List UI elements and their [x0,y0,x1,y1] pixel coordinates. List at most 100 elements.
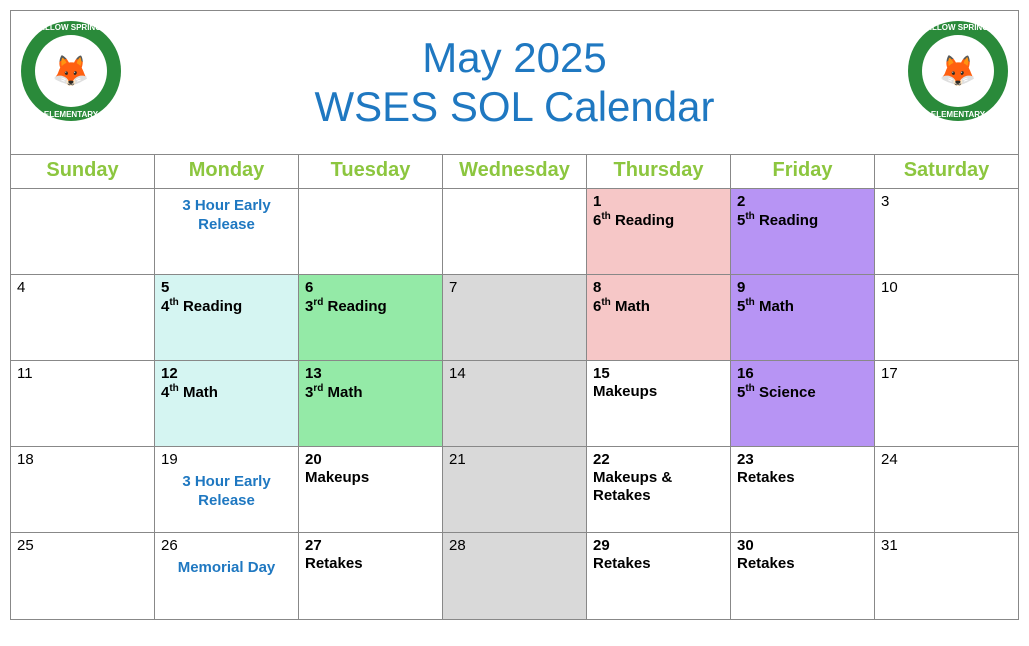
day-number: 6 [305,279,313,296]
day-number: 13 [305,365,322,382]
logo-bottom-text: ELEMENTARY [21,110,121,119]
calendar-cell: 124th Math [155,361,299,447]
calendar-cell: 15Makeups [587,361,731,447]
calendar-cell: 193 Hour Early Release [155,447,299,533]
cell-label: 3rd Math [305,384,363,401]
calendar-cell: 10 [875,275,1018,361]
calendar-cell: 20Makeups [299,447,443,533]
calendar-cell: 24 [875,447,1018,533]
calendar-cell: 31 [875,533,1018,619]
day-header: Saturday [875,155,1018,189]
calendar-cell: 23Retakes [731,447,875,533]
logo-top-text: WILLOW SPRINGS [21,23,121,32]
calendar-cell: 13 3rd Math [299,361,443,447]
cell-label: 5th Reading [737,212,818,229]
logo-ring-text: WILLOW SPRINGS ELEMENTARY [21,21,121,121]
cell-label: Retakes [305,555,363,572]
day-number: 27 [305,537,322,554]
day-header: Sunday [11,155,155,189]
calendar-cell: 4 [11,275,155,361]
day-header: Monday [155,155,299,189]
calendar-cell: 27Retakes [299,533,443,619]
day-number: 5 [161,279,169,296]
calendar-cell: 29Retakes [587,533,731,619]
calendar-cell [443,189,587,275]
day-number: 21 [449,451,580,469]
header-row: WILLOW SPRINGS ELEMENTARY 🦊 May 2025 WSE… [11,11,1018,155]
day-number: 9 [737,279,745,296]
day-number: 15 [593,365,610,382]
calendar-cell: 9 5th Math [731,275,875,361]
day-number: 7 [449,279,580,297]
day-number: 14 [449,365,580,383]
day-number: 2 [737,193,745,210]
calendar-cell: 26Memorial Day [155,533,299,619]
day-number: 25 [17,537,148,555]
logo-ring: WILLOW SPRINGS ELEMENTARY 🦊 [908,21,1008,121]
day-header: Wednesday [443,155,587,189]
cell-label: 5th Math [737,298,794,315]
calendar-cell: 14 [443,361,587,447]
cell-label: 4th Math [161,384,218,401]
calendar-cell: 28 [443,533,587,619]
cell-label: Makeups [593,383,657,400]
logo-ring: WILLOW SPRINGS ELEMENTARY 🦊 [21,21,121,121]
school-logo-right: WILLOW SPRINGS ELEMENTARY 🦊 [908,21,1008,121]
day-number: 30 [737,537,754,554]
cell-label: Makeups [305,469,369,486]
calendar-cell: 3 Hour Early Release [155,189,299,275]
cell-label: 6th Reading [593,212,674,229]
cell-label: 5th Science [737,384,816,401]
day-number: 22 [593,451,610,468]
calendar-cell: 7 [443,275,587,361]
cell-label: Retakes [593,555,651,572]
day-header: Friday [731,155,875,189]
cell-blue-label: 3 Hour Early Release [161,469,292,511]
calendar-week: 18193 Hour Early Release20Makeups2122Mak… [11,447,1018,533]
cell-label: 3rd Reading [305,298,387,315]
cell-label: 6th Math [593,298,650,315]
logo-bottom-text: ELEMENTARY [908,110,1008,119]
calendar-week: 2526Memorial Day27Retakes2829Retakes30Re… [11,533,1018,619]
day-number: 18 [17,451,148,469]
title-block: May 2025 WSES SOL Calendar [315,34,715,131]
day-number: 19 [161,451,292,469]
day-number: 8 [593,279,601,296]
day-number: 26 [161,537,292,555]
cell-label: Makeups & Retakes [593,469,672,504]
cell-label: 4th Reading [161,298,242,315]
calendar-cell [299,189,443,275]
cell-blue-label: Memorial Day [161,555,292,578]
calendar-cell: 5 4th Reading [155,275,299,361]
day-header-row: SundayMondayTuesdayWednesdayThursdayFrid… [11,155,1018,189]
day-number: 20 [305,451,322,468]
calendar-cell: 6 3rd Reading [299,275,443,361]
day-number: 4 [17,279,148,297]
title-line-2: WSES SOL Calendar [315,83,715,131]
day-number: 10 [881,279,1012,297]
day-number: 11 [17,365,148,383]
logo-top-text: WILLOW SPRINGS [908,23,1008,32]
day-number: 24 [881,451,1012,469]
calendar-cell: 11 [11,361,155,447]
calendar-cell: 25 [11,533,155,619]
cell-label: Retakes [737,469,795,486]
logo-ring-text: WILLOW SPRINGS ELEMENTARY [908,21,1008,121]
school-logo-left: WILLOW SPRINGS ELEMENTARY 🦊 [21,21,121,121]
calendar-cell: 30Retakes [731,533,875,619]
calendar-week: 11124th Math133rd Math1415Makeups165th S… [11,361,1018,447]
day-number: 3 [881,193,1012,211]
calendar-cell: 1 6th Reading [587,189,731,275]
calendar-cell: 2 5th Reading [731,189,875,275]
day-number: 23 [737,451,754,468]
day-number: 29 [593,537,610,554]
day-header: Thursday [587,155,731,189]
calendar-week: 3 Hour Early Release 1 6th Reading 2 5th Rea… [11,189,1018,275]
calendar-cell: 8 6th Math [587,275,731,361]
cell-label: Retakes [737,555,795,572]
calendar-cell: 21 [443,447,587,533]
day-header: Tuesday [299,155,443,189]
title-line-1: May 2025 [315,34,715,82]
day-number: 1 [593,193,601,210]
cell-blue-label: 3 Hour Early Release [161,193,292,235]
